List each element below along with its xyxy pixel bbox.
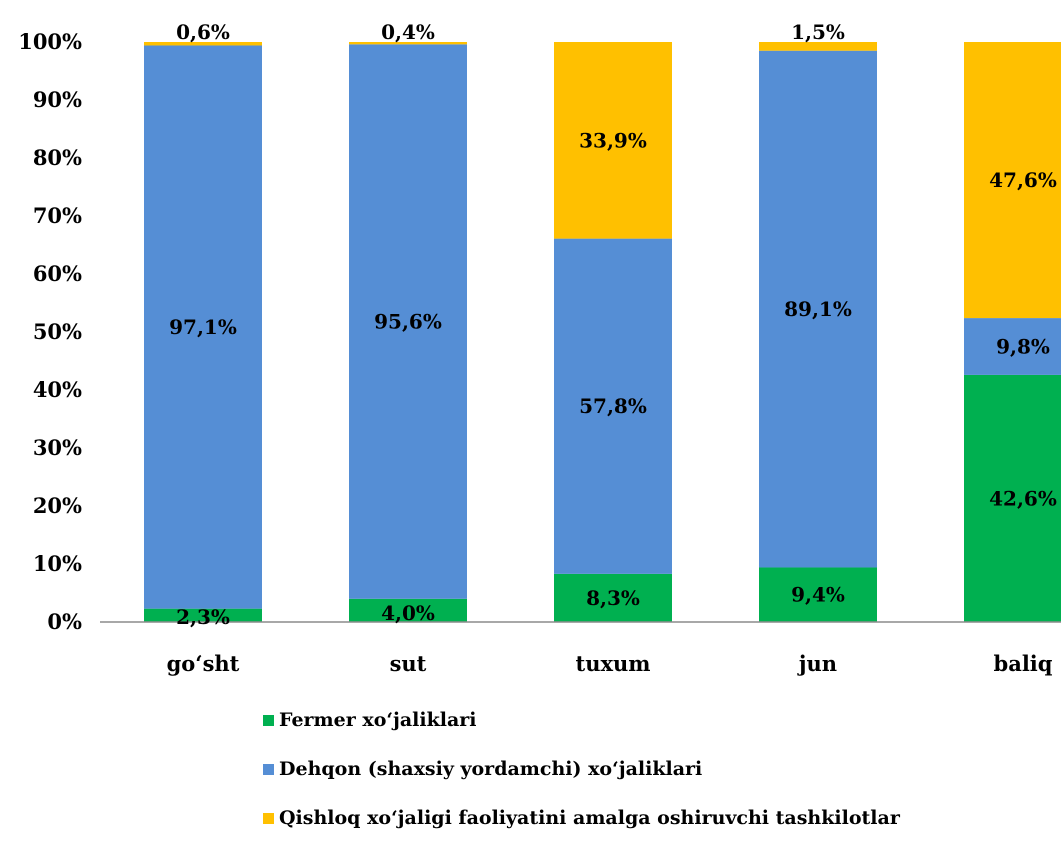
data-label: 0,4% (381, 20, 435, 44)
x-tick-label: sut (390, 651, 427, 676)
data-label: 0,6% (176, 20, 230, 44)
data-label: 9,8% (996, 335, 1050, 359)
legend-swatch (263, 714, 274, 726)
bar-segment (964, 42, 1061, 319)
y-tick-label: 40% (33, 377, 82, 402)
data-label: 95,6% (374, 310, 442, 334)
data-labels: 2,3% 97,1% 0,6% 4,0% 95,6% 0,4% 8,3% 57,8% 33,9%… (169, 20, 1057, 629)
data-label: 1,5% (791, 20, 845, 44)
y-tick-label: 70% (33, 203, 82, 228)
bar-segment (349, 598, 467, 622)
legend-item: Dehqon (shaxsiy yordamchi) xo‘jaliklari (263, 758, 702, 780)
bar-segment (554, 238, 672, 574)
bar-segment (144, 45, 262, 609)
bar-segment (554, 42, 672, 239)
bar-segment (759, 50, 877, 568)
bar-segment (349, 44, 467, 599)
data-label: 9,4% (791, 583, 845, 607)
y-tick-label: 10% (33, 551, 82, 576)
bar-segment (554, 573, 672, 622)
y-tick-label: 30% (33, 435, 82, 460)
x-axis: go‘sht sut tuxum jun baliq (167, 651, 1053, 676)
x-tick-label: tuxum (576, 651, 651, 676)
y-tick-label: 50% (33, 319, 82, 344)
legend-label: Fermer xo‘jaliklari (279, 709, 477, 731)
x-tick-label: baliq (994, 651, 1053, 676)
data-label: 33,9% (579, 128, 647, 152)
bar-segment (759, 567, 877, 622)
bar-segment (349, 42, 467, 45)
bar-segment (144, 608, 262, 622)
data-label: 4,0% (381, 601, 435, 625)
data-label: 8,3% (586, 586, 640, 610)
legend-item: Fermer xo‘jaliklari (263, 709, 477, 731)
bar-segment (964, 374, 1061, 622)
stacked-bar-chart: 0% 10% 20% 30% 40% 50% 60% 70% 80% 90% 100% 2,3% 97… (18, 20, 1061, 676)
bar-segment (964, 318, 1061, 375)
data-label: 89,1% (784, 297, 852, 321)
data-label: 42,6% (989, 486, 1057, 510)
legend-label: Dehqon (shaxsiy yordamchi) xo‘jaliklari (279, 758, 703, 780)
x-tick-label: jun (797, 651, 837, 676)
y-tick-label: 90% (33, 87, 82, 112)
y-tick-label: 20% (33, 493, 82, 518)
data-label: 2,3% (176, 605, 230, 629)
y-tick-label: 80% (33, 145, 82, 170)
legend-label: Qishloq xo‘jaligi faoliyatini amalga osh… (279, 807, 900, 829)
legend-item: Qishloq xo‘jaligi faoliyatini amalga osh… (263, 807, 900, 829)
data-label: 57,8% (579, 394, 647, 418)
y-axis: 0% 10% 20% 30% 40% 50% 60% 70% 80% 90% 100% (18, 29, 82, 634)
data-label: 97,1% (169, 315, 237, 339)
y-tick-label: 100% (18, 29, 82, 54)
legend-swatch (263, 812, 274, 824)
data-label: 47,6% (989, 168, 1057, 192)
x-tick-label: go‘sht (167, 651, 240, 676)
bar-segment (144, 42, 262, 46)
bar-segment (759, 42, 877, 51)
y-tick-label: 60% (33, 261, 82, 286)
legend-swatch (263, 763, 274, 775)
y-tick-label: 0% (47, 609, 82, 634)
bars (144, 42, 1061, 622)
